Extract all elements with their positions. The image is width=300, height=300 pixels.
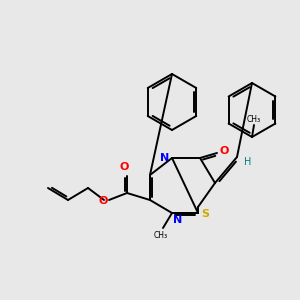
Text: O: O	[220, 146, 230, 156]
Text: H: H	[244, 157, 251, 167]
Text: O: O	[119, 162, 129, 172]
Text: N: N	[160, 153, 169, 163]
Text: S: S	[201, 209, 209, 219]
Text: O: O	[99, 196, 108, 206]
Text: N: N	[173, 215, 182, 225]
Text: CH₃: CH₃	[154, 231, 168, 240]
Text: CH₃: CH₃	[247, 115, 261, 124]
